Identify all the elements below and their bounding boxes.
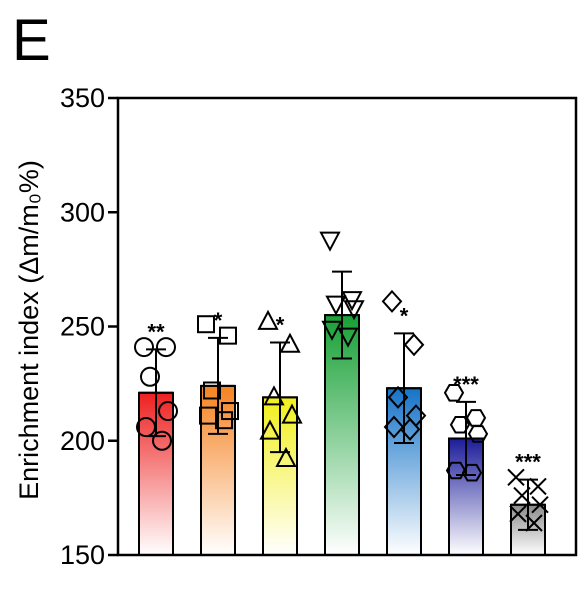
data-point xyxy=(525,514,543,532)
significance-label: *** xyxy=(515,450,541,475)
data-point xyxy=(513,486,531,505)
data-point xyxy=(221,402,239,421)
data-point xyxy=(337,327,359,348)
data-point xyxy=(156,337,176,358)
y-tick-label: 300 xyxy=(60,197,105,227)
data-point xyxy=(445,461,467,480)
panel-letter: E xyxy=(12,8,51,73)
data-point xyxy=(279,332,301,353)
data-point xyxy=(259,419,281,440)
data-points-group xyxy=(134,231,549,532)
data-point xyxy=(467,425,489,443)
plot-border xyxy=(116,96,578,557)
data-point xyxy=(531,496,549,514)
significance-labels-group: ** * * ******* xyxy=(147,303,541,474)
significance-label: * xyxy=(276,312,285,337)
data-point xyxy=(319,231,341,252)
data-point xyxy=(509,505,527,523)
data-point xyxy=(399,417,421,441)
data-point xyxy=(465,409,487,427)
data-point xyxy=(136,417,156,438)
y-tick-label: 250 xyxy=(60,312,105,342)
data-point xyxy=(140,366,160,387)
y-tick-label: 150 xyxy=(60,540,105,570)
y-tick-label: 200 xyxy=(60,426,105,456)
data-point xyxy=(461,463,483,482)
data-point xyxy=(275,446,297,468)
significance-label: *** xyxy=(453,372,479,397)
data-point xyxy=(321,320,343,341)
data-point xyxy=(219,326,237,345)
plot-frame xyxy=(116,96,578,557)
data-point xyxy=(134,337,154,358)
y-tick-label: 350 xyxy=(60,83,105,113)
data-point xyxy=(263,385,285,406)
data-point xyxy=(197,315,215,334)
data-point xyxy=(152,430,172,451)
data-point xyxy=(381,289,403,313)
data-point xyxy=(257,309,279,330)
data-point xyxy=(281,403,303,424)
data-point xyxy=(325,295,347,316)
significance-label: ** xyxy=(147,319,165,344)
data-point xyxy=(383,415,405,439)
data-point xyxy=(449,416,471,434)
significance-label: * xyxy=(400,303,409,328)
data-point xyxy=(343,300,365,321)
data-point xyxy=(215,411,233,430)
data-point xyxy=(203,381,221,400)
y-axis-title: Enrichment index (Δm/m₀%) xyxy=(14,160,44,500)
data-point xyxy=(403,333,425,357)
data-point xyxy=(529,477,547,496)
data-point xyxy=(158,401,178,422)
y-axis: 150 200 250 300 350 xyxy=(60,83,118,570)
data-point xyxy=(507,468,525,487)
significance-label: * xyxy=(214,308,223,333)
data-point xyxy=(443,384,465,402)
data-point xyxy=(387,385,409,409)
